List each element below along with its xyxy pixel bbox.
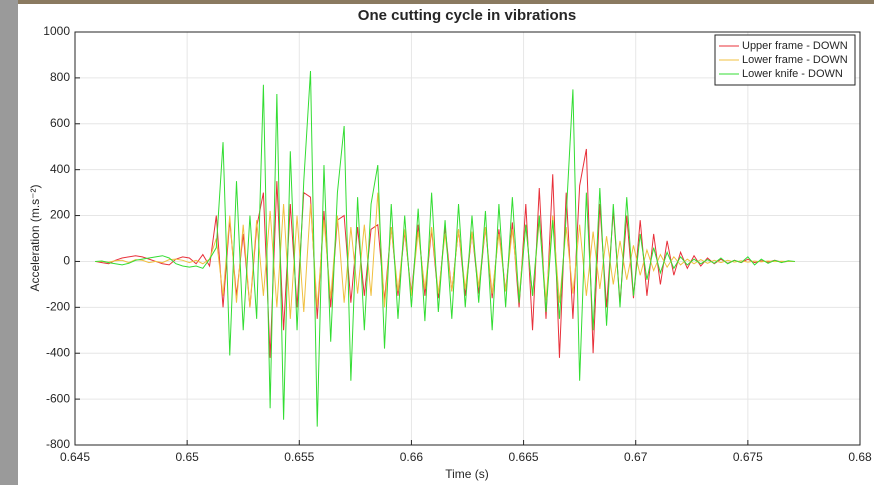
page: One cutting cycle in vibrations Time (s)… — [0, 0, 874, 485]
y-tick-label: -200 — [46, 300, 70, 314]
y-tick-label: 600 — [50, 116, 70, 130]
y-axis-label: Acceleration (m.s⁻²) — [28, 184, 42, 291]
x-tick-label: 0.65 — [175, 450, 199, 464]
chart: One cutting cycle in vibrations Time (s)… — [0, 0, 874, 485]
legend-label: Lower frame - DOWN — [742, 54, 848, 66]
x-tick-label: 0.655 — [284, 450, 314, 464]
x-tick-label: 0.66 — [400, 450, 424, 464]
chart-title: One cutting cycle in vibrations — [358, 7, 576, 24]
legend-label: Lower knife - DOWN — [742, 68, 843, 80]
y-tick-label: 400 — [50, 162, 70, 176]
y-tick-label: 0 — [63, 254, 70, 268]
legend-label: Upper frame - DOWN — [742, 40, 848, 52]
x-tick-label: 0.67 — [624, 450, 648, 464]
y-tick-label: 800 — [50, 70, 70, 84]
y-tick-label: 200 — [50, 208, 70, 222]
x-tick-label: 0.665 — [509, 450, 539, 464]
y-tick-label: -600 — [46, 391, 70, 405]
y-tick-label: 1000 — [43, 24, 70, 38]
x-axis-label: Time (s) — [445, 467, 489, 481]
y-tick-label: -400 — [46, 345, 70, 359]
y-tick-label: -800 — [46, 437, 70, 451]
top-strip — [18, 0, 874, 4]
left-strip — [0, 0, 18, 485]
x-tick-label: 0.675 — [733, 450, 763, 464]
plot-area — [75, 32, 860, 445]
x-tick-label: 0.68 — [848, 450, 872, 464]
x-tick-label: 0.645 — [60, 450, 90, 464]
